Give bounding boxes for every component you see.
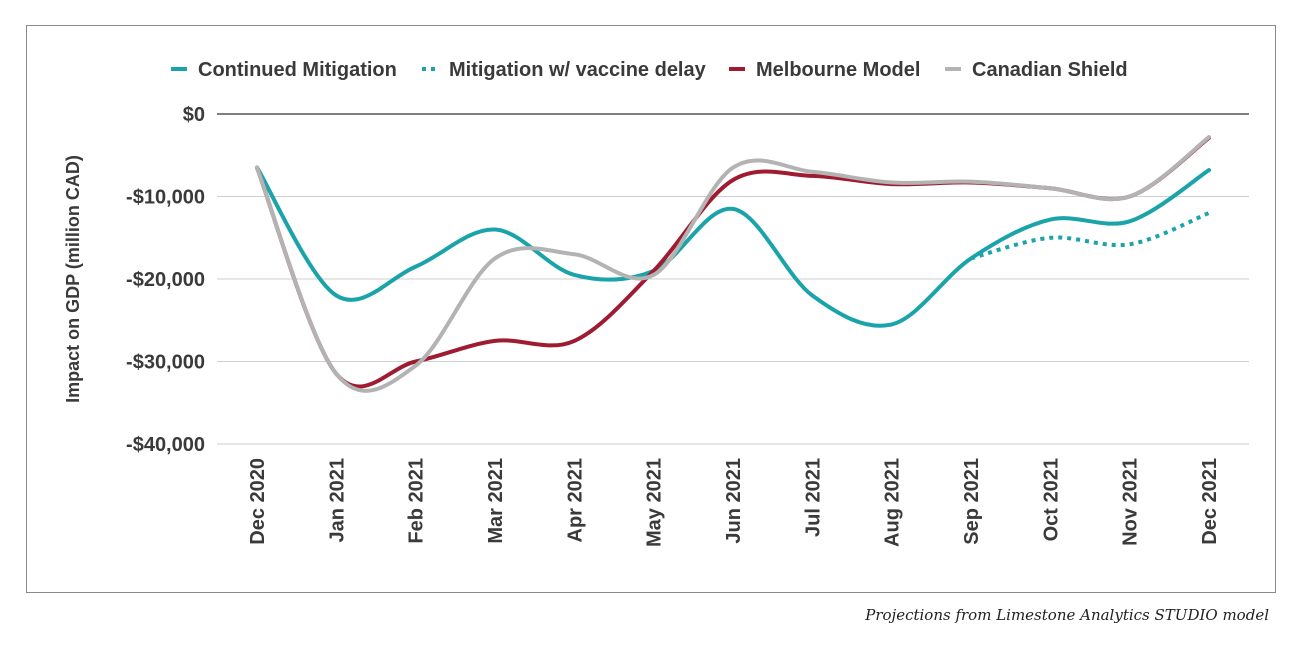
x-tick-label: Jun 2021: [723, 458, 745, 544]
x-tick-label: Dec 2021: [1199, 458, 1221, 545]
x-tick-label: Oct 2021: [1040, 458, 1062, 541]
series-line-mitigation-w-vaccine-delay: [970, 211, 1210, 261]
x-tick-label: May 2021: [644, 458, 666, 547]
grid-layer: [217, 113, 1249, 445]
y-axis-ticks: $0 -$10,000 -$20,000 -$30,000 -$40,000: [126, 104, 205, 456]
y-tick-label: -$10,000: [126, 187, 205, 209]
x-tick-label: Jul 2021: [802, 458, 824, 537]
legend-label: Canadian Shield: [972, 59, 1128, 81]
legend-item: Canadian Shield: [945, 59, 1128, 81]
x-tick-label: Mar 2021: [485, 458, 507, 544]
x-tick-label: Nov 2021: [1120, 458, 1142, 546]
y-tick-label: -$20,000: [126, 269, 205, 291]
line-chart: $0 -$10,000 -$20,000 -$30,000 -$40,000 Dec 2…: [63, 59, 1249, 547]
series-layer: [255, 135, 1211, 393]
x-tick-label: Sep 2021: [961, 458, 983, 545]
legend-item: Continued Mitigation: [171, 59, 397, 81]
x-tick-label: Dec 2020: [247, 458, 269, 545]
legend-label: Melbourne Model: [756, 59, 920, 81]
y-tick-label: -$30,000: [126, 352, 205, 374]
x-tick-label: Feb 2021: [406, 458, 428, 544]
legend-label: Continued Mitigation: [198, 59, 397, 81]
legend: Continued Mitigation Mitigation w/ vaccin…: [171, 59, 1128, 81]
legend-item: Melbourne Model: [729, 59, 920, 81]
y-axis-title: Impact on GDP (million CAD): [63, 155, 83, 403]
x-axis-ticks: Dec 2020 Jan 2021 Feb 2021 Mar 2021 Apr 2021…: [247, 458, 1221, 547]
x-tick-label: Apr 2021: [564, 458, 586, 543]
source-caption: Projections from Limestone Analytics STU…: [865, 606, 1269, 624]
x-tick-label: Aug 2021: [882, 458, 904, 547]
series-line-canadian-shield: [255, 135, 1211, 393]
legend-item: Mitigation w/ vaccine delay: [422, 59, 707, 81]
chart-frame: $0 -$10,000 -$20,000 -$30,000 -$40,000 Dec 2…: [26, 25, 1276, 593]
x-tick-label: Jan 2021: [326, 458, 348, 543]
y-tick-label: $0: [183, 104, 205, 126]
y-tick-label: -$40,000: [126, 434, 205, 456]
legend-label: Mitigation w/ vaccine delay: [449, 59, 707, 81]
series-line-melbourne-model: [255, 135, 1211, 389]
series-line-continued-mitigation: [255, 165, 1211, 328]
